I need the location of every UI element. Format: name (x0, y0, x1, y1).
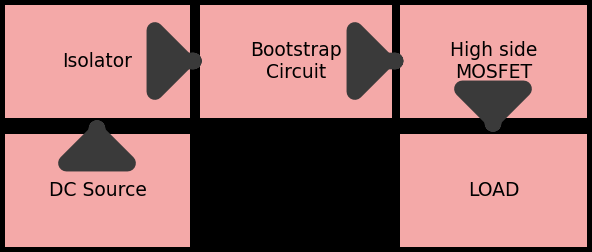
Bar (400, 5, 587, 118)
Text: DC Source: DC Source (49, 181, 146, 200)
Text: High side
MOSFET: High side MOSFET (450, 41, 537, 82)
Text: Isolator: Isolator (63, 52, 133, 71)
Bar (200, 5, 392, 118)
Text: Bootstrap
Circuit: Bootstrap Circuit (250, 41, 342, 82)
Bar (5, 5, 190, 118)
Text: LOAD: LOAD (468, 181, 519, 200)
Bar (400, 134, 587, 247)
Bar (5, 134, 190, 247)
